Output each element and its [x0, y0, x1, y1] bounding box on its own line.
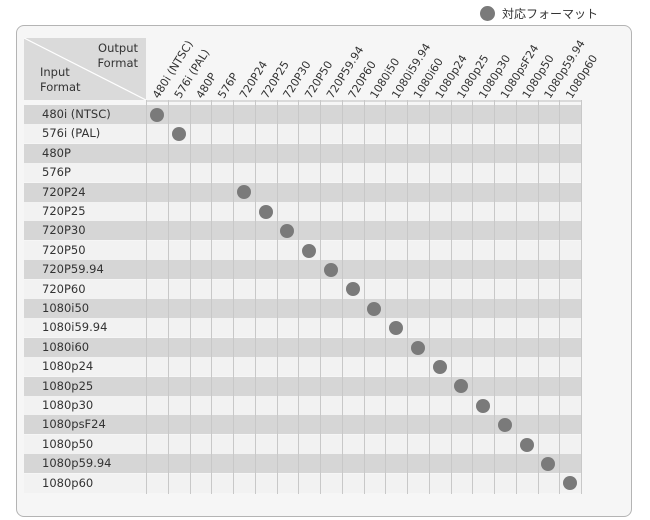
input-label-line1: Input: [40, 65, 70, 79]
supported-dot-icon: [432, 359, 447, 374]
row-label: 1080p60: [42, 475, 94, 490]
legend-dot-icon: [480, 5, 495, 21]
row-label: 1080p30: [42, 398, 94, 412]
corner-diagonal-line: [24, 38, 146, 100]
column-divider: [364, 100, 365, 494]
legend: 対応フォーマット: [480, 3, 598, 23]
table-row: 1080p30: [24, 396, 581, 415]
input-format-label: Input Format: [40, 65, 81, 95]
column-divider: [385, 100, 386, 494]
supported-dot-icon: [171, 127, 186, 142]
column-divider: [255, 100, 256, 494]
row-label: 1080p59.94: [42, 456, 112, 471]
column-divider: [516, 100, 517, 494]
table-row: 576i (PAL): [24, 124, 581, 144]
supported-dot-icon: [454, 379, 469, 394]
supported-dot-icon: [323, 262, 338, 277]
row-label: 720P30: [42, 223, 86, 238]
column-divider: [233, 100, 234, 494]
supported-dot-icon: [367, 301, 382, 316]
row-label: 1080psF24: [42, 417, 106, 432]
table-row: 1080p60: [24, 473, 581, 493]
row-label: 576P: [42, 165, 71, 180]
table-row: 1080p25: [24, 376, 581, 396]
row-label: 720P59.94: [42, 262, 104, 277]
column-divider: [298, 100, 299, 494]
supported-dot-icon: [280, 224, 295, 239]
output-label-line2: Format: [97, 56, 138, 70]
table-row: 720P25: [24, 202, 581, 221]
column-divider: [320, 100, 321, 494]
table-row: 480P: [24, 143, 581, 163]
table-row: 576P: [24, 163, 581, 183]
row-label: 720P50: [42, 242, 86, 257]
legend-label: 対応フォーマット: [502, 6, 599, 21]
input-label-line2: Format: [40, 80, 81, 94]
column-divider: [407, 100, 408, 494]
row-label: 480i (NTSC): [42, 107, 111, 121]
table-row: 1080p24: [24, 357, 581, 377]
column-divider: [168, 100, 169, 494]
column-divider: [190, 100, 191, 494]
column-divider: [277, 100, 278, 494]
table-row: 1080p59.94: [24, 454, 581, 474]
supported-dot-icon: [236, 185, 251, 200]
table-row: 720P60: [24, 279, 581, 299]
row-label: 1080p24: [42, 359, 94, 374]
column-divider: [146, 100, 147, 494]
table-row: 720P59.94: [24, 260, 581, 280]
supported-dot-icon: [476, 398, 491, 413]
supported-dot-icon: [519, 437, 534, 452]
row-label: 720P24: [42, 184, 86, 199]
supported-dot-icon: [302, 243, 317, 258]
supported-dot-icon: [541, 456, 556, 471]
table-row: 1080i50: [24, 299, 581, 318]
row-label: 576i (PAL): [42, 126, 101, 141]
row-label: 1080p25: [42, 378, 94, 393]
supported-dot-icon: [410, 340, 425, 355]
header-bottom-strip: [146, 100, 581, 102]
supported-dot-icon: [497, 418, 512, 433]
supported-dot-icon: [563, 476, 578, 491]
table-row: 1080psF24: [24, 415, 581, 435]
column-divider: [342, 100, 343, 494]
supported-dot-icon: [258, 204, 273, 219]
table-row: 480i (NTSC): [24, 105, 581, 124]
output-label-line1: Output: [98, 41, 138, 55]
row-label: 1080i59.94: [42, 320, 108, 335]
row-label: 720P25: [42, 204, 86, 218]
column-divider: [211, 100, 212, 494]
table-row: 1080i60: [24, 337, 581, 357]
supported-dot-icon: [149, 107, 164, 122]
row-label: 1080i50: [42, 301, 90, 315]
column-divider: [429, 100, 430, 494]
table-row: 720P30: [24, 221, 581, 241]
row-label: 720P60: [42, 281, 86, 296]
table-corner-header: Output Format Input Format: [24, 38, 146, 100]
output-format-label: Output Format: [97, 41, 138, 71]
table-row: 1080p50: [24, 434, 581, 454]
column-divider: [538, 100, 539, 494]
column-divider: [581, 100, 582, 494]
supported-dot-icon: [389, 321, 404, 336]
supported-dot-icon: [345, 282, 360, 297]
column-divider: [494, 100, 495, 494]
row-label: 1080p50: [42, 436, 94, 451]
row-label: 1080i60: [42, 339, 90, 354]
column-divider: [472, 100, 473, 494]
table-row: 720P24: [24, 182, 581, 202]
column-divider: [451, 100, 452, 494]
column-divider: [559, 100, 560, 494]
row-label: 480P: [42, 145, 71, 160]
table-row: 1080i59.94: [24, 318, 581, 338]
